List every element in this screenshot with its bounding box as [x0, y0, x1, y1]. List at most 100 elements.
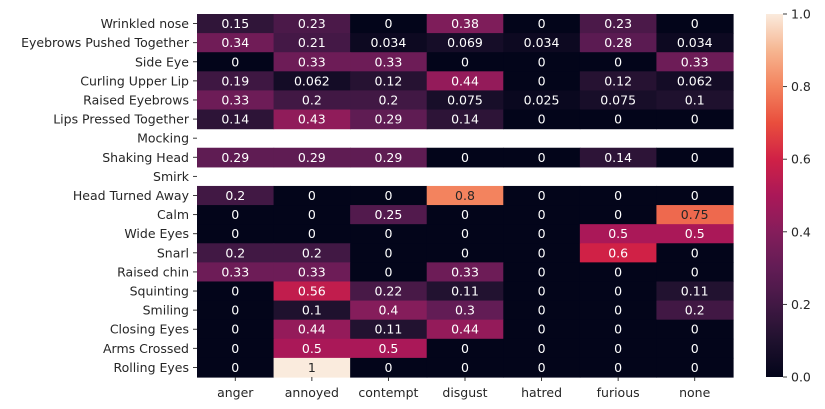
heatmap-cell — [426, 147, 504, 168]
cell-value-label: 0.2 — [302, 245, 322, 260]
cell-value-label: 0.1 — [302, 303, 322, 318]
heatmap-cell — [350, 205, 428, 225]
cell-value-label: 0.19 — [221, 73, 249, 88]
cell-value-label: 0.2 — [302, 92, 322, 107]
heatmap-cell — [656, 33, 734, 53]
heatmap-cell — [579, 357, 658, 378]
cell-value-label: 0.2 — [225, 188, 245, 203]
y-tick-label: Smirk — [153, 169, 190, 184]
cell-value-label: 0.5 — [608, 226, 628, 241]
cell-value-label: 0 — [538, 207, 546, 222]
heatmap-cell — [656, 224, 734, 244]
cell-value-label: 0.44 — [298, 322, 326, 337]
cell-value-label: 0.14 — [451, 112, 479, 127]
heatmap-cell — [656, 205, 734, 225]
heatmap-cell — [579, 185, 658, 206]
heatmap-cell — [656, 185, 734, 206]
heatmap-cell — [579, 338, 658, 359]
colorbar-tick-label: 0.8 — [791, 79, 811, 94]
cell-value-label: 0.5 — [685, 226, 705, 241]
cell-value-label: 0 — [308, 207, 316, 222]
heatmap-cell — [503, 338, 581, 359]
cell-value-label: 0 — [384, 226, 392, 241]
cell-value-label: 0 — [231, 303, 239, 318]
heatmap-cell — [273, 185, 351, 206]
colorbar-tick-label: 0.4 — [791, 224, 811, 239]
cell-value-label: 0.12 — [375, 73, 403, 88]
y-tick-label: Wide Eyes — [124, 226, 189, 241]
cell-value-label: 0 — [384, 245, 392, 260]
cell-value-label: 0.5 — [302, 341, 322, 356]
cell-value-label: 0.33 — [298, 264, 326, 279]
heatmap-cell — [197, 90, 275, 111]
heatmap-cell — [503, 262, 581, 283]
cell-value-label: 0 — [691, 188, 699, 203]
y-tick-label: Calm — [157, 207, 189, 222]
heatmap-cell — [273, 205, 351, 225]
y-tick-label: Wrinkled nose — [101, 16, 190, 31]
cell-value-label: 0.12 — [604, 73, 632, 88]
cell-value-label: 0.034 — [371, 35, 407, 50]
heatmap-cells: 0.15 0.23 0 0.38 0 0.23 00.34 0.21 0.034 0.069 0.0… — [197, 14, 734, 378]
heatmap-cell — [579, 281, 658, 302]
heatmap-cell — [503, 90, 581, 111]
colorbar-tick-label: 0.6 — [791, 152, 811, 167]
heatmap-cell — [197, 300, 275, 321]
cell-value-label: 0 — [538, 245, 546, 260]
heatmap-cell — [273, 147, 351, 168]
heatmap-cell — [350, 243, 428, 263]
y-tick-label: Raised chin — [117, 264, 189, 279]
colorbar-tick-label: 1.0 — [791, 7, 811, 22]
cell-value-label: 0.33 — [681, 54, 709, 69]
heatmap-cell — [579, 300, 658, 321]
heatmap-cell — [197, 14, 275, 34]
cell-value-label: 0.14 — [604, 150, 632, 165]
cell-value-label: 0 — [384, 360, 392, 375]
heatmap-cell — [426, 357, 504, 378]
heatmap-cell — [350, 33, 428, 53]
y-tick-label: Squinting — [130, 284, 189, 299]
cell-value-label: 0.29 — [221, 150, 249, 165]
heatmap-cell — [273, 300, 351, 321]
heatmap-cell — [503, 71, 581, 92]
heatmap-cell — [579, 147, 658, 168]
cell-value-label: 0.062 — [677, 73, 713, 88]
heatmap-cell — [197, 52, 275, 72]
heatmap-cell — [197, 71, 275, 92]
heatmap-cell — [426, 338, 504, 359]
cell-value-label: 0 — [614, 264, 622, 279]
heatmap-cell — [350, 185, 428, 206]
heatmap-cell — [197, 205, 275, 225]
cell-value-label: 0.075 — [447, 92, 483, 107]
cell-value-label: 0 — [231, 54, 239, 69]
y-tick-label: Eyebrows Pushed Together — [21, 35, 190, 50]
heatmap-cell — [350, 147, 428, 168]
cell-value-label: 0 — [691, 360, 699, 375]
y-tick-label: Smiling — [143, 303, 189, 318]
heatmap-cell — [273, 109, 351, 130]
cell-value-label: 0 — [538, 188, 546, 203]
heatmap-cell — [579, 109, 658, 130]
cell-value-label: 0 — [614, 188, 622, 203]
heatmap-cell — [350, 357, 428, 378]
cell-value-label: 0.29 — [375, 150, 403, 165]
cell-value-label: 0 — [691, 341, 699, 356]
heatmap-cell — [197, 262, 275, 283]
cell-value-label: 0.8 — [455, 188, 475, 203]
heatmap-cell — [426, 205, 504, 225]
heatmap-cell — [579, 243, 658, 263]
heatmap-cell — [350, 52, 428, 72]
heatmap-cell — [350, 319, 428, 340]
y-tick-label: Arms Crossed — [103, 341, 189, 356]
cell-value-label: 0 — [384, 264, 392, 279]
heatmap-cell — [503, 300, 581, 321]
heatmap-cell — [350, 300, 428, 321]
heatmap-cell — [350, 262, 428, 283]
cell-value-label: 0.3 — [455, 303, 475, 318]
heatmap-cell — [350, 338, 428, 359]
heatmap-cell — [579, 205, 658, 225]
heatmap-cell — [273, 338, 351, 359]
cell-value-label: 0.2 — [685, 303, 705, 318]
x-axis: anger annoyed contempt disgust hatred furious… — [217, 377, 711, 400]
heatmap-cell — [656, 90, 734, 111]
